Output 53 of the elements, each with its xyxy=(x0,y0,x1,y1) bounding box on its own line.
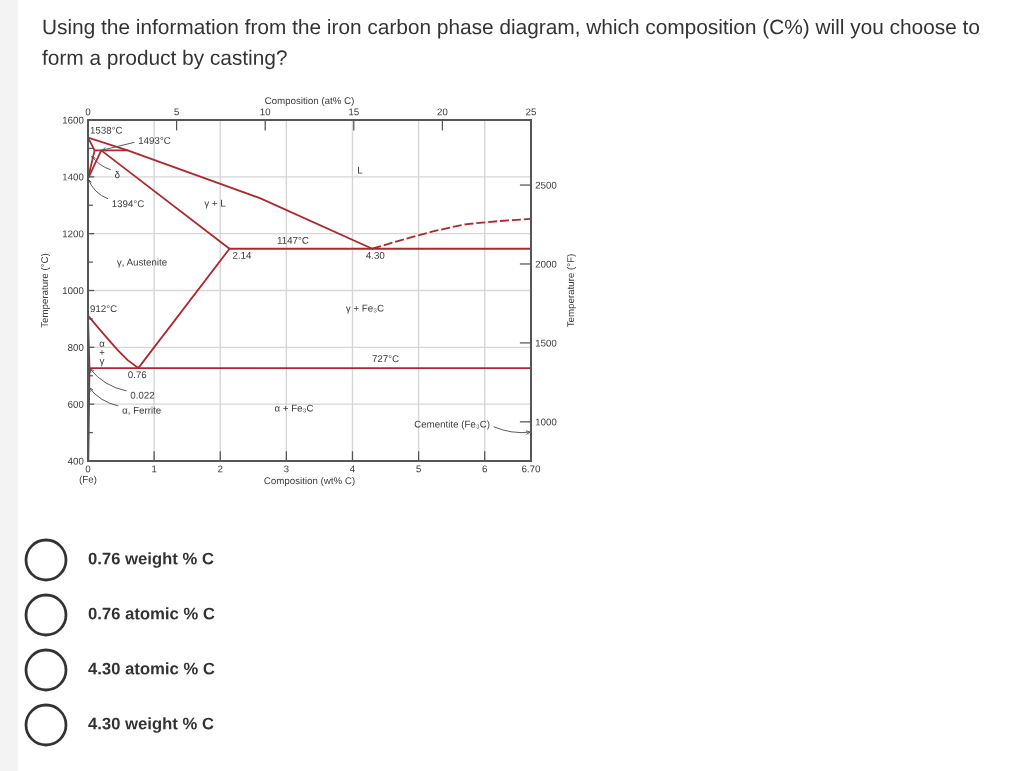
annotation: α + Fe₃C xyxy=(274,404,314,413)
y-tick-label: 1200 xyxy=(62,230,84,238)
annotation: 1394°C xyxy=(112,200,144,208)
y-tick-label: 800 xyxy=(68,344,84,351)
x-tick-label: 1 xyxy=(152,465,157,473)
text: 4.30 weight % C xyxy=(88,717,214,733)
annotation: Cementite (Fe₃C) xyxy=(414,420,490,430)
y-axis-title: Temperature (°C) xyxy=(40,253,50,328)
annotation: 2.14 xyxy=(232,251,252,259)
annotation: 4.30 xyxy=(366,251,385,259)
x-tick-label: 5 xyxy=(416,465,421,473)
y2-axis-title: Temperature (°F) xyxy=(567,254,577,328)
y2-tick-label: 2500 xyxy=(535,181,557,189)
x-axis-title: Composition (wt% C) xyxy=(264,477,355,487)
x2-axis-title: Composition (at% C) xyxy=(265,96,354,107)
x2-tick-label: 10 xyxy=(260,108,271,116)
text: 0.76 atomic % C xyxy=(88,607,215,620)
y-tick-label: 1000 xyxy=(62,287,84,295)
y-tick-label: 1600 xyxy=(62,116,84,124)
x2-tick-label: 15 xyxy=(349,108,359,116)
x2-tick-label: 25 xyxy=(526,108,536,116)
x-tick-label: 2 xyxy=(218,465,223,473)
chart-title: Using the information from the iron carbon phase diagram, which composition (C%) will you choose to form a product by casting? xyxy=(42,19,980,70)
annotation: 0.022 xyxy=(130,391,155,399)
x2-tick-label: 0 xyxy=(85,108,91,116)
x2-tick-label: 5 xyxy=(174,108,179,116)
y-tick-label: 1400 xyxy=(62,173,84,181)
text: 0.76 weight % C xyxy=(88,552,214,568)
x-tick-label: 6 xyxy=(482,465,487,473)
annotation: 912°C xyxy=(90,305,117,313)
text: 4.30 atomic % C xyxy=(88,662,215,675)
annotation: α, Ferrite xyxy=(122,406,161,415)
y-tick-label: 400 xyxy=(67,457,84,465)
annotation: 1538°C xyxy=(90,126,123,134)
x-tick-label: 3 xyxy=(284,465,289,473)
annotation: 727°C xyxy=(372,355,399,363)
x-tick-label: 4 xyxy=(350,465,355,473)
y2-tick-label: 1500 xyxy=(535,339,557,347)
x-tick-label: 0 (Fe) xyxy=(79,465,97,485)
annotation: 1147°C xyxy=(277,236,309,244)
annotation: δ xyxy=(115,170,120,179)
annotation: γ, Austenite xyxy=(116,258,167,268)
annotation: L xyxy=(358,166,363,174)
annotation: γ + L xyxy=(204,199,226,209)
y2-tick-label: 1000 xyxy=(535,418,557,426)
y2-tick-label: 2000 xyxy=(535,260,557,268)
annotation: γ + Fe₃C xyxy=(345,304,384,314)
annotation: α + γ xyxy=(99,341,105,367)
x-tick-label: 6.70 xyxy=(522,465,541,473)
annotation: 0.76 xyxy=(128,371,147,379)
x2-tick-label: 20 xyxy=(437,108,448,116)
y-tick-label: 600 xyxy=(68,400,84,408)
annotation: 1493°C xyxy=(138,137,171,145)
